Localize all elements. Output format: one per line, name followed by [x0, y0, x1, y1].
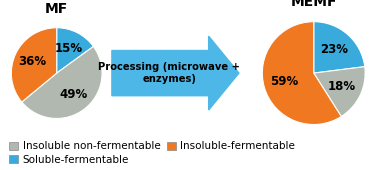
Text: 15%: 15% [55, 42, 83, 55]
Wedge shape [262, 22, 341, 124]
Text: 59%: 59% [270, 75, 298, 88]
Wedge shape [11, 28, 57, 102]
Text: 23%: 23% [320, 44, 348, 56]
Wedge shape [314, 22, 365, 73]
Legend: Soluble-fermentable: Soluble-fermentable [9, 155, 129, 165]
Title: MF: MF [45, 2, 68, 16]
Text: 18%: 18% [328, 80, 356, 93]
Wedge shape [57, 28, 93, 73]
FancyArrow shape [112, 36, 239, 110]
Wedge shape [314, 67, 365, 116]
Text: 49%: 49% [59, 88, 87, 101]
Text: Processing (microwave +
enzymes): Processing (microwave + enzymes) [98, 62, 240, 84]
Wedge shape [22, 46, 102, 118]
Text: 36%: 36% [18, 55, 46, 68]
Title: MEMF: MEMF [290, 0, 337, 9]
